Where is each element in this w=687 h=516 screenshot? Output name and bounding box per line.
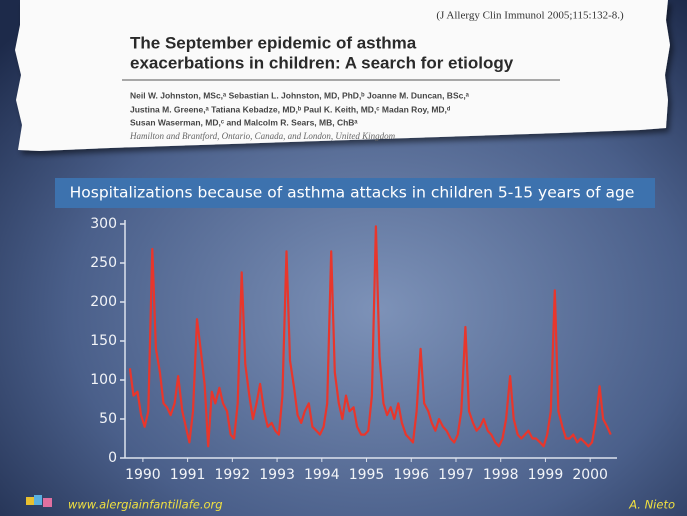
y-tick-label: 300 bbox=[90, 216, 117, 232]
x-tick-label: 2000 bbox=[572, 467, 608, 483]
x-tick-label: 1997 bbox=[438, 467, 474, 483]
authors: Susan Waserman, MD,ᶜ and Malcolm R. Sear… bbox=[130, 117, 358, 127]
x-tick-label: 1995 bbox=[349, 467, 385, 483]
x-tick-label: 1990 bbox=[125, 467, 161, 483]
x-tick-label: 1994 bbox=[304, 467, 340, 483]
y-tick-label: 150 bbox=[90, 333, 117, 349]
y-tick-label: 250 bbox=[90, 255, 117, 271]
y-tick-label: 0 bbox=[108, 450, 117, 466]
paper-clipping bbox=[15, 0, 670, 151]
x-tick-label: 1999 bbox=[528, 467, 564, 483]
y-tick-label: 100 bbox=[90, 372, 117, 388]
x-tick-label: 1992 bbox=[215, 467, 251, 483]
x-tick-label: 1993 bbox=[259, 467, 295, 483]
y-tick-label: 50 bbox=[99, 411, 117, 427]
paper-title: The September epidemic of asthma bbox=[130, 33, 417, 52]
author: A. Nieto bbox=[628, 498, 675, 512]
x-tick-label: 1998 bbox=[483, 467, 519, 483]
website: www.alergiainfantillafe.org bbox=[68, 498, 223, 512]
x-tick-label: 1991 bbox=[170, 467, 206, 483]
citation: (J Allergy Clin Immunol 2005;115:132-8.) bbox=[436, 10, 624, 22]
paper-title: exacerbations in children: A search for … bbox=[130, 53, 514, 72]
x-tick-label: 1996 bbox=[393, 467, 429, 483]
authors: Justina M. Greene,ᵃ Tatiana Kebadze, MD,… bbox=[130, 104, 451, 114]
caption-bar bbox=[55, 178, 655, 208]
data-line bbox=[128, 225, 612, 448]
logo bbox=[26, 495, 52, 507]
y-tick-label: 200 bbox=[90, 294, 117, 310]
authors: Neil W. Johnston, MSc,ᵃ Sebastian L. Joh… bbox=[130, 90, 470, 100]
affiliation: Hamilton and Brantford, Ontario, Canada,… bbox=[129, 131, 396, 141]
chart-title: Hospitalizations because of asthma attac… bbox=[70, 184, 635, 202]
